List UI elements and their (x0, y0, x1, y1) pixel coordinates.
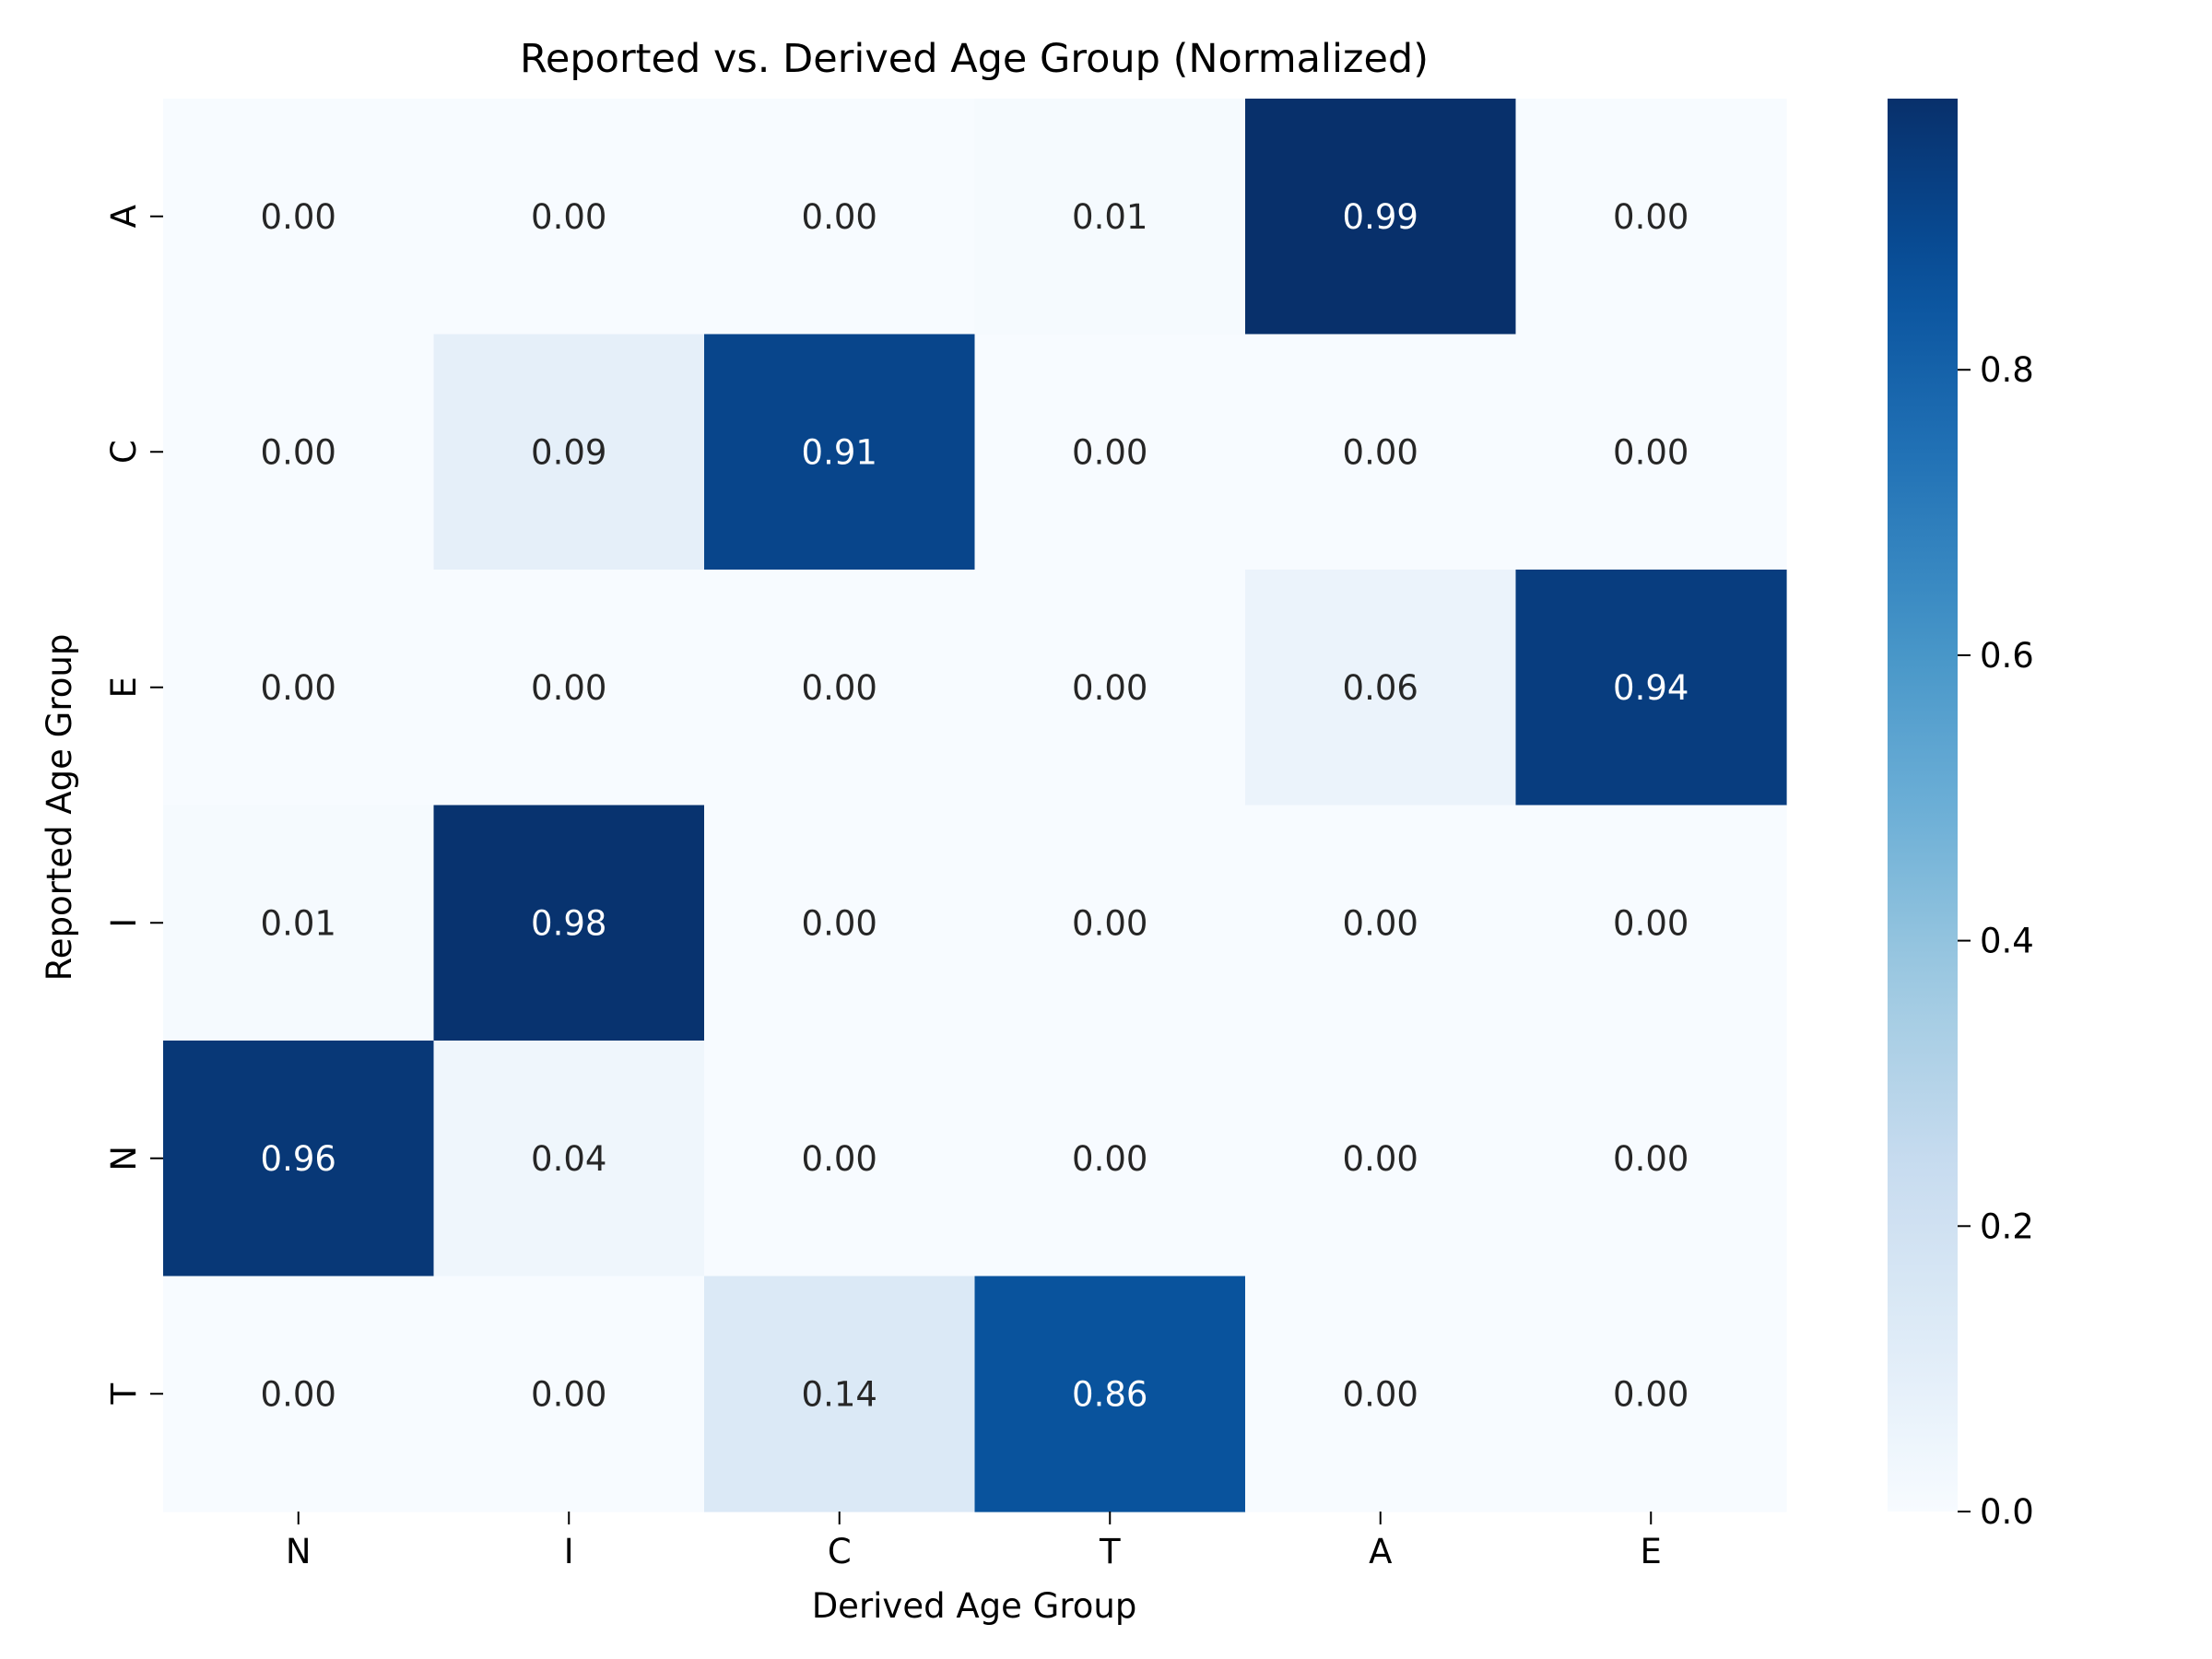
x-tick-label: E (1641, 1532, 1662, 1571)
heatmap-cell (163, 1041, 435, 1277)
y-tick-label: I (104, 918, 144, 928)
colorbar-axis: 0.0 0.2 0.4 0.6 0.8 (1958, 350, 2034, 1532)
y-tick-label: A (104, 205, 144, 228)
y-tick-label: T (104, 1383, 144, 1406)
cell-value-label: 0.91 (802, 432, 877, 472)
heatmap-cell (704, 805, 976, 1041)
cell-value-label: 0.00 (1072, 1139, 1147, 1179)
chart-title: Reported vs. Derived Age Group (Normaliz… (520, 36, 1429, 82)
colorbar-tick-label: 0.0 (1980, 1492, 2034, 1532)
colorbar-tick-label: 0.2 (1980, 1206, 2034, 1246)
cell-value-label: 0.00 (261, 197, 336, 237)
heatmap-cell (704, 334, 976, 571)
heatmap-cell (974, 805, 1246, 1041)
heatmap-cell (1245, 1041, 1517, 1277)
heatmap-cell (704, 99, 976, 335)
heatmap-cell (1245, 570, 1517, 806)
cell-value-label: 0.98 (531, 903, 606, 943)
heatmap-cell (974, 570, 1246, 806)
heatmap-cell (1515, 805, 1787, 1041)
heatmap-cell (1515, 99, 1787, 335)
y-axis: A C E I N T (104, 205, 163, 1406)
heatmap-cell (1245, 334, 1517, 571)
heatmap-cell (974, 1276, 1246, 1512)
colorbar-tick-label: 0.4 (1980, 922, 2034, 961)
cell-value-label: 0.00 (531, 668, 606, 708)
heatmap-cell (163, 570, 435, 806)
colorbar (1888, 99, 1958, 1512)
cell-value-label: 0.04 (531, 1139, 606, 1179)
cell-value-label: 0.00 (1613, 197, 1688, 237)
heatmap-cell (433, 99, 705, 335)
heatmap-cell (1245, 805, 1517, 1041)
y-axis-label: Reported Age Group (40, 634, 79, 982)
cell-value-label: 0.01 (261, 903, 336, 943)
cell-value-label: 0.00 (531, 197, 606, 237)
heatmap-cell (974, 1041, 1246, 1277)
heatmap-cell (704, 570, 976, 806)
heatmap-cell (974, 334, 1246, 571)
heatmap-cell (1515, 1041, 1787, 1277)
cell-value-label: 0.00 (1613, 1374, 1688, 1414)
colorbar-tick-label: 0.6 (1980, 636, 2034, 676)
x-tick-label: T (1099, 1532, 1121, 1571)
cell-value-label: 0.99 (1343, 197, 1418, 237)
heatmap-cell (704, 1041, 976, 1277)
cell-value-label: 0.00 (261, 668, 336, 708)
cell-value-label: 0.00 (1613, 903, 1688, 943)
cell-value-label: 0.86 (1072, 1374, 1147, 1414)
heatmap-cell (163, 99, 435, 335)
heatmap-cell (433, 1041, 705, 1277)
x-tick-label: N (286, 1532, 312, 1571)
cell-value-label: 0.00 (261, 432, 336, 472)
heatmap-cell (1515, 570, 1787, 806)
y-tick-label: E (104, 677, 144, 698)
heatmap-cell (704, 1276, 976, 1512)
heatmap-cell (433, 1276, 705, 1512)
cell-value-label: 0.00 (531, 1374, 606, 1414)
cell-value-label: 0.00 (1343, 903, 1418, 943)
heatmap-cell (974, 99, 1246, 335)
cell-value-label: 0.94 (1613, 668, 1688, 708)
cell-value-label: 0.00 (1343, 1374, 1418, 1414)
cell-value-label: 0.00 (261, 1374, 336, 1414)
cell-value-label: 0.09 (531, 432, 606, 472)
heatmap-cell (433, 805, 705, 1041)
heatmap-cell (1245, 99, 1517, 335)
x-tick-label: I (564, 1532, 574, 1571)
heatmap-cell (433, 334, 705, 571)
heatmap-cell (163, 334, 435, 571)
cell-value-label: 0.00 (802, 197, 877, 237)
heatmap-cell (163, 1276, 435, 1512)
cell-value-label: 0.01 (1072, 197, 1147, 237)
cell-value-label: 0.00 (1343, 432, 1418, 472)
x-tick-label: A (1369, 1532, 1392, 1571)
cell-value-label: 0.06 (1343, 668, 1418, 708)
colorbar-tick-label: 0.8 (1980, 350, 2034, 390)
cell-value-label: 0.00 (1613, 1139, 1688, 1179)
cell-value-label: 0.00 (1072, 903, 1147, 943)
cell-value-label: 0.00 (1072, 432, 1147, 472)
x-axis-label: Derived Age Group (812, 1586, 1137, 1626)
heatmap-cells: 0.00 0.00 0.00 0.01 0.99 0.00 0.00 0.09 0.91 0.00… (163, 99, 1787, 1512)
heatmap-cell (433, 570, 705, 806)
heatmap-cell (1245, 1276, 1517, 1512)
x-tick-label: C (828, 1532, 852, 1571)
y-tick-label: N (104, 1146, 144, 1171)
cell-value-label: 0.00 (1072, 668, 1147, 708)
heatmap-cell (163, 805, 435, 1041)
cell-value-label: 0.14 (802, 1374, 877, 1414)
cell-value-label: 0.96 (261, 1139, 336, 1179)
cell-value-label: 0.00 (1343, 1139, 1418, 1179)
cell-value-label: 0.00 (802, 1139, 877, 1179)
heatmap-cell (1515, 1276, 1787, 1512)
cell-value-label: 0.00 (802, 668, 877, 708)
cell-value-label: 0.00 (802, 903, 877, 943)
cell-value-label: 0.00 (1613, 432, 1688, 472)
y-tick-label: C (104, 440, 144, 464)
heatmap-cell (1515, 334, 1787, 571)
